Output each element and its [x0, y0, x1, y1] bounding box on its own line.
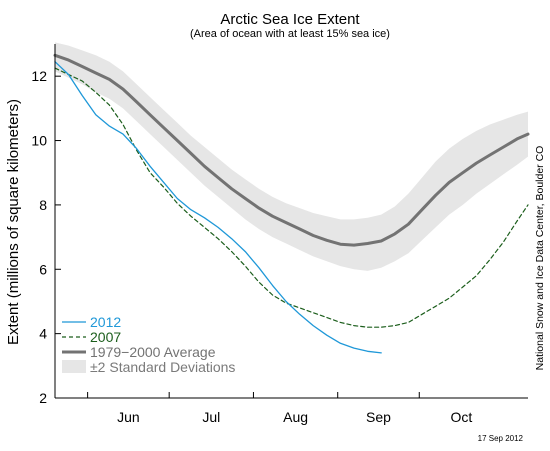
series-line-0 — [54, 61, 382, 354]
series-line-2 — [53, 53, 530, 247]
legend-label-0: 2012 — [90, 314, 121, 330]
legend-label-2: 1979−2000 Average — [90, 344, 216, 360]
source-note: National Snow and Ice Data Center, Bould… — [534, 146, 546, 371]
y-tick-label: 12 — [31, 68, 47, 84]
y-tick-label: 6 — [39, 261, 47, 277]
legend-label-1: 2007 — [90, 329, 121, 345]
legend-label-band: ±2 Standard Deviations — [90, 359, 235, 375]
x-tick-label: Aug — [283, 409, 308, 425]
x-tick-label: Oct — [451, 409, 473, 425]
x-tick-label: Sep — [366, 409, 391, 425]
x-tick-label: Jul — [202, 409, 220, 425]
legend-swatch-band — [62, 360, 86, 373]
y-tick-label: 8 — [39, 197, 47, 213]
date-stamp: 17 Sep 2012 — [478, 434, 524, 443]
plot-area: 2 4 6 8 10 12 Jun Jul Aug Sep Oct — [31, 42, 530, 425]
y-tick-label: 4 — [39, 326, 47, 342]
chart-title: Arctic Sea Ice Extent — [220, 11, 360, 28]
y-axis-label: Extent (millions of square kilometers) — [5, 99, 22, 345]
y-tick-label: 10 — [31, 133, 47, 149]
y-tick-label: 2 — [39, 390, 47, 406]
chart-subtitle: (Area of ocean with at least 15% sea ice… — [190, 28, 390, 40]
x-tick-label: Jun — [117, 409, 140, 425]
std-dev-band — [55, 42, 528, 271]
